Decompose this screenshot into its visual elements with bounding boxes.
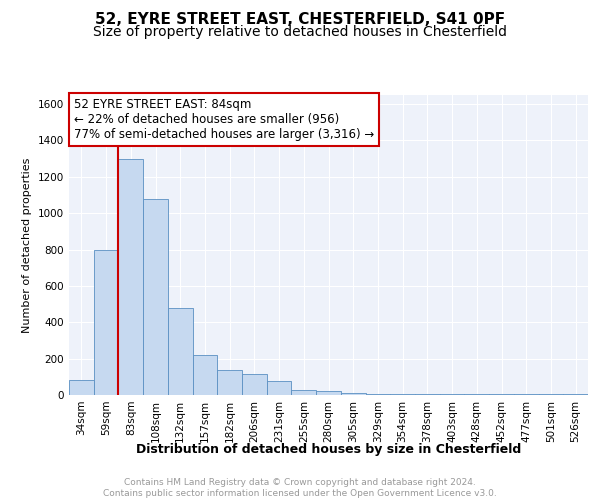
Bar	[464, 394, 489, 395]
Bar	[390, 394, 415, 395]
Bar	[267, 382, 292, 395]
Bar	[292, 390, 316, 395]
Bar	[440, 394, 464, 395]
Bar	[168, 308, 193, 395]
Bar	[415, 394, 440, 395]
Bar	[365, 394, 390, 395]
Bar	[341, 393, 365, 395]
Bar	[143, 198, 168, 395]
Bar	[316, 392, 341, 395]
Bar	[242, 374, 267, 395]
Text: 52, EYRE STREET EAST, CHESTERFIELD, S41 0PF: 52, EYRE STREET EAST, CHESTERFIELD, S41 …	[95, 12, 505, 28]
Bar	[217, 370, 242, 395]
Text: Size of property relative to detached houses in Chesterfield: Size of property relative to detached ho…	[93, 25, 507, 39]
Text: 52 EYRE STREET EAST: 84sqm
← 22% of detached houses are smaller (956)
77% of sem: 52 EYRE STREET EAST: 84sqm ← 22% of deta…	[74, 98, 374, 141]
Bar	[118, 158, 143, 395]
Bar	[69, 380, 94, 395]
Text: Contains HM Land Registry data © Crown copyright and database right 2024.
Contai: Contains HM Land Registry data © Crown c…	[103, 478, 497, 498]
Bar	[539, 394, 563, 395]
Bar	[94, 250, 118, 395]
Text: Distribution of detached houses by size in Chesterfield: Distribution of detached houses by size …	[136, 442, 521, 456]
Y-axis label: Number of detached properties: Number of detached properties	[22, 158, 32, 332]
Bar	[563, 394, 588, 395]
Bar	[193, 355, 217, 395]
Bar	[514, 394, 539, 395]
Bar	[489, 394, 514, 395]
